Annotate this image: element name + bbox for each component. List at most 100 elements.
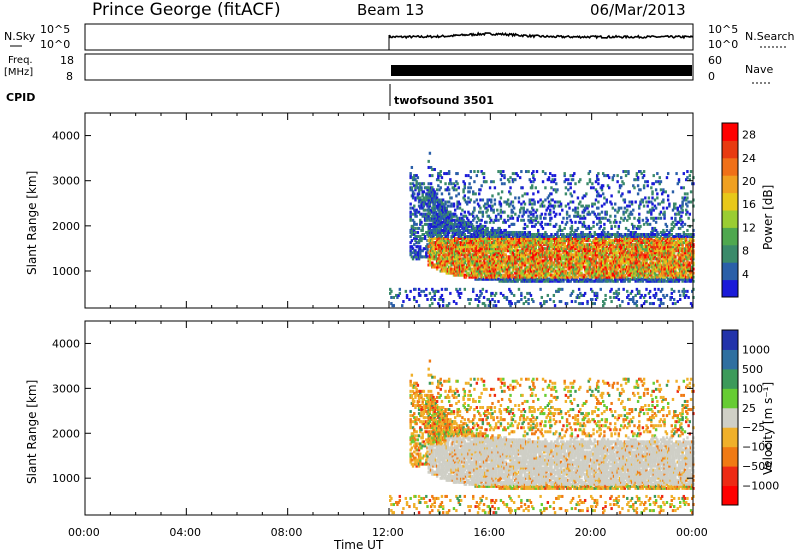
power-cell: [571, 249, 575, 253]
power-cell: [498, 239, 501, 243]
power-cell: [569, 182, 572, 186]
power-cell: [610, 241, 613, 245]
power-cell: [565, 239, 569, 243]
power-cell: [569, 243, 572, 247]
power-cell: [506, 267, 510, 271]
power-cell: [615, 295, 618, 299]
power-cell: [545, 251, 548, 255]
power-cell: [490, 208, 493, 212]
power-cell: [626, 275, 629, 279]
power-cell: [455, 251, 458, 255]
power-cell: [556, 245, 559, 249]
power-cell: [653, 245, 657, 249]
power-cell: [538, 277, 541, 281]
power-cell: [461, 265, 464, 269]
power-cell: [451, 261, 454, 265]
power-cell: [453, 208, 457, 212]
power-cell: [558, 224, 562, 228]
power-cell: [626, 289, 629, 293]
power-cell: [557, 245, 560, 249]
power-cell: [450, 251, 453, 255]
power-cell: [540, 265, 544, 269]
power-cell: [439, 180, 442, 184]
power-cell: [546, 277, 550, 281]
power-cell: [575, 257, 578, 261]
power-cell: [494, 273, 498, 277]
power-cell: [437, 172, 440, 176]
power-cell: [512, 235, 516, 239]
power-cell: [561, 277, 564, 281]
power-cell: [638, 216, 641, 220]
power-cell: [628, 257, 631, 261]
power-cell: [490, 275, 493, 279]
power-cell: [617, 239, 621, 243]
power-cell: [636, 178, 640, 182]
power-cell: [642, 170, 646, 174]
power-cell: [539, 239, 542, 243]
power-cell: [476, 298, 480, 302]
power-cell: [433, 224, 436, 228]
power-cell: [447, 271, 451, 275]
power-cell: [638, 253, 641, 257]
power-cell: [604, 216, 607, 220]
power-cell: [499, 237, 503, 241]
power-cell: [469, 239, 473, 243]
power-cell: [455, 233, 458, 237]
power-cell: [567, 271, 570, 275]
power-cell: [422, 212, 426, 216]
power-cell: [476, 257, 480, 261]
power-cell: [561, 267, 564, 271]
power-cell: [440, 293, 444, 297]
beam-label: Beam 13: [357, 1, 424, 19]
power-cell: [575, 267, 578, 271]
power-cell: [478, 273, 481, 277]
power-cell: [526, 267, 529, 271]
power-cell: [468, 182, 471, 186]
power-cell: [470, 212, 474, 216]
power-cell: [421, 190, 424, 194]
power-cell: [469, 243, 473, 247]
power-cell: [618, 237, 622, 241]
power-cell: [583, 206, 587, 210]
power-cell: [532, 170, 535, 174]
power-cell: [532, 208, 535, 212]
power-cell: [623, 257, 627, 261]
power-cell: [441, 241, 445, 245]
power-cell: [509, 186, 512, 190]
power-cell: [533, 178, 536, 182]
power-cell: [646, 251, 649, 255]
power-cell: [447, 302, 451, 306]
power-cell: [633, 261, 636, 265]
power-cell: [579, 178, 582, 182]
power-cell: [582, 261, 586, 265]
power-cell: [620, 251, 623, 255]
power-cell: [529, 245, 533, 249]
power-cell: [423, 222, 427, 226]
power-cell: [653, 277, 657, 281]
power-cell: [574, 277, 577, 281]
power-cell: [461, 257, 464, 261]
power-cell: [608, 186, 611, 190]
power-cell: [423, 237, 427, 241]
power-cell: [558, 255, 562, 259]
power-cell: [463, 198, 467, 202]
power-cell: [630, 243, 634, 247]
power-cell: [562, 239, 565, 243]
power-cell: [425, 198, 428, 202]
power-cell: [645, 279, 648, 283]
power-cell: [564, 222, 568, 226]
power-cell: [622, 245, 625, 249]
power-cell: [433, 265, 436, 269]
power-cell: [437, 247, 440, 251]
power-cell: [492, 273, 495, 277]
power-cell: [487, 204, 491, 208]
power-cell: [621, 257, 624, 261]
power-cell: [414, 226, 417, 230]
power-cell: [564, 239, 568, 243]
power-cell: [583, 208, 587, 212]
power-cell: [473, 257, 476, 261]
power-cell: [530, 241, 534, 245]
power-cell: [586, 243, 589, 247]
power-cell: [579, 271, 582, 275]
power-cell: [419, 218, 422, 222]
